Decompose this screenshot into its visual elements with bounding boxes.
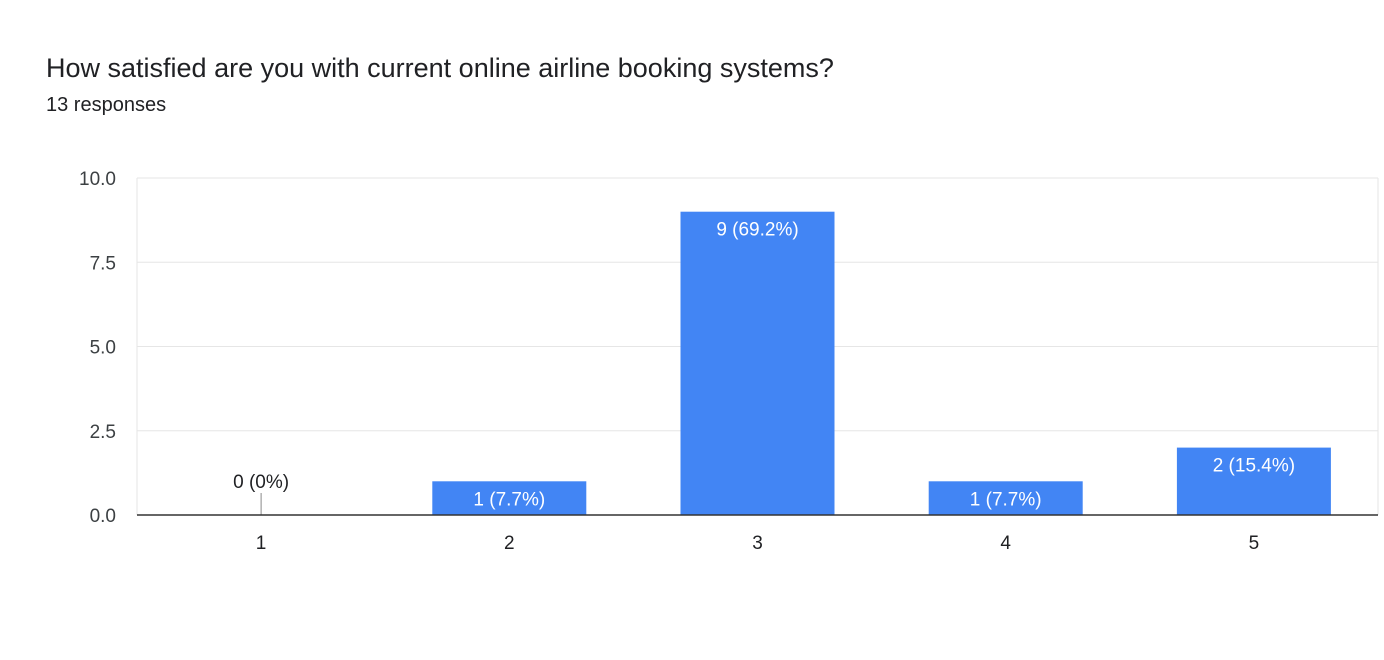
data-label: 0 (0%): [233, 472, 289, 493]
data-label: 2 (15.4%): [1213, 456, 1295, 477]
y-tick-label: 5.0: [90, 338, 116, 359]
bar: [680, 211, 835, 515]
data-label: 9 (69.2%): [716, 220, 798, 241]
x-tick-label: 1: [256, 533, 267, 554]
data-label: 1 (7.7%): [473, 489, 545, 510]
bar: [928, 481, 1083, 515]
y-tick-label: 2.5: [90, 422, 116, 443]
response-count: 13 responses: [46, 94, 167, 116]
data-label: 1 (7.7%): [970, 489, 1042, 510]
y-tick-label: 10.0: [79, 169, 116, 190]
y-tick-label: 7.5: [90, 253, 116, 274]
chart-title: How satisfied are you with current onlin…: [46, 53, 834, 83]
bar: [1176, 447, 1331, 515]
x-tick-label: 3: [752, 533, 763, 554]
x-tick-label: 4: [1000, 533, 1011, 554]
x-tick-label: 5: [1249, 533, 1260, 554]
x-tick-label: 2: [504, 533, 515, 554]
y-tick-label: 0.0: [90, 506, 116, 527]
bar: [432, 481, 587, 515]
